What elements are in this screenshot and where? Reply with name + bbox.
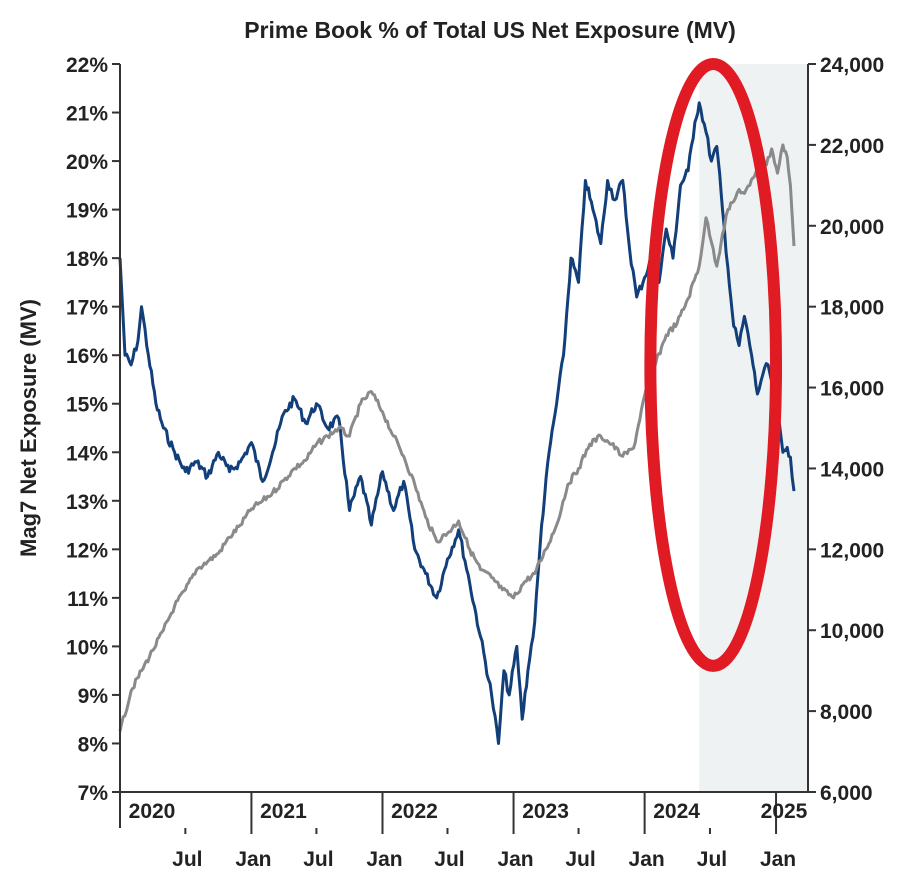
x-year-label: 2022 bbox=[391, 800, 438, 823]
y-tick-label: 11% bbox=[67, 588, 108, 611]
shaded-region-layer bbox=[699, 64, 808, 792]
y2-tick-label: 14,000 bbox=[820, 458, 884, 481]
y2-tick-label: 10,000 bbox=[820, 620, 884, 643]
x-month-label: Jan bbox=[366, 848, 402, 871]
x-year-label: 2024 bbox=[653, 800, 700, 823]
x-month-label: Jan bbox=[629, 848, 665, 871]
x-year-label: 2023 bbox=[522, 800, 569, 823]
y2-tick-label: 22,000 bbox=[820, 135, 884, 158]
y-tick-label: 21% bbox=[66, 103, 108, 126]
x-month-label: Jul bbox=[565, 848, 595, 871]
x-month-label: Jul bbox=[434, 848, 464, 871]
y-tick-label: 20% bbox=[66, 151, 108, 174]
y-tick-label: 7% bbox=[78, 782, 109, 805]
y-tick-label: 17% bbox=[66, 297, 108, 320]
x-year-label: 2021 bbox=[260, 800, 307, 823]
y-tick-label: 9% bbox=[78, 685, 109, 708]
y2-tick-label: 12,000 bbox=[820, 539, 884, 562]
y-tick-label: 14% bbox=[66, 442, 108, 465]
y-tick-label: 10% bbox=[66, 636, 108, 659]
x-year-label: 2025 bbox=[761, 800, 808, 823]
y2-tick-label: 18,000 bbox=[820, 297, 884, 320]
y-tick-label: 15% bbox=[66, 394, 108, 417]
x-month-label: Jan bbox=[760, 848, 796, 871]
y-tick-label: 22% bbox=[66, 54, 108, 77]
y2-tick-label: 6,000 bbox=[820, 782, 873, 805]
y-tick-label: 16% bbox=[66, 345, 108, 368]
y2-tick-label: 24,000 bbox=[820, 54, 884, 77]
y2-tick-label: 8,000 bbox=[820, 701, 873, 724]
y-tick-label: 19% bbox=[66, 200, 108, 223]
y-tick-label: 8% bbox=[78, 733, 109, 756]
x-month-label: Jul bbox=[697, 848, 727, 871]
y2-tick-label: 16,000 bbox=[820, 378, 884, 401]
x-year-label: 2020 bbox=[129, 800, 176, 823]
y-tick-label: 13% bbox=[66, 491, 108, 514]
y-axis-label: Mag7 Net Exposure (MV) bbox=[16, 299, 41, 557]
x-month-label: Jan bbox=[235, 848, 271, 871]
x-month-label: Jul bbox=[172, 848, 202, 871]
y2-tick-label: 20,000 bbox=[820, 216, 884, 239]
x-month-label: Jan bbox=[497, 848, 533, 871]
y-tick-label: 12% bbox=[66, 539, 108, 562]
shaded-region bbox=[699, 64, 808, 792]
x-month-label: Jul bbox=[303, 848, 333, 871]
y-tick-label: 18% bbox=[66, 248, 108, 271]
chart-title: Prime Book % of Total US Net Exposure (M… bbox=[244, 17, 736, 43]
